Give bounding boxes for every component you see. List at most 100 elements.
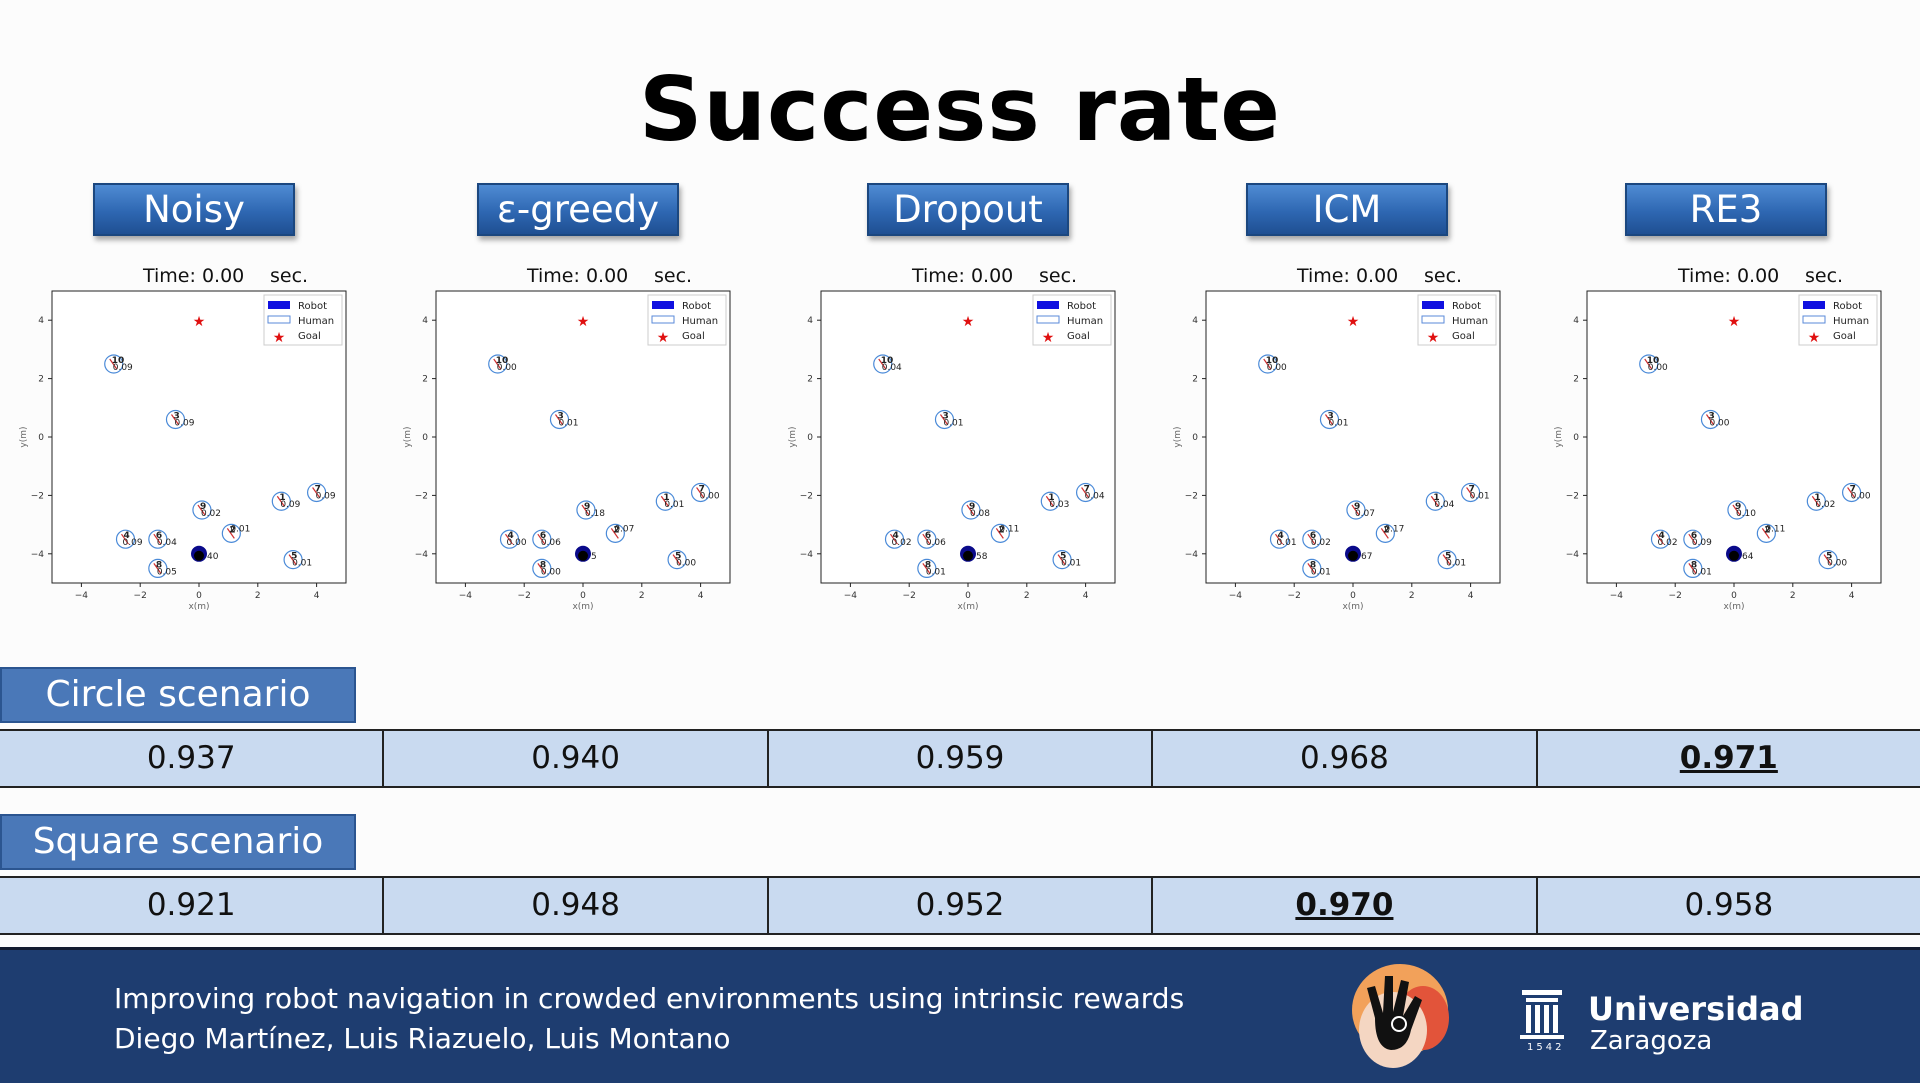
x-tick-label: −2 — [1288, 591, 1301, 601]
legend-label-1: Human — [1067, 316, 1103, 327]
y-tick-label: 0 — [1573, 433, 1579, 443]
human-id-label: 9 — [200, 502, 206, 512]
plot-egreedy: Time: 0.00 sec. −4 −2 0 2 4 4 2 0 −2 −4 x(m) y(m) ★ Rob… — [402, 265, 731, 615]
human-marker — [488, 354, 508, 374]
legend-goal-star-icon: ★ — [1042, 330, 1055, 346]
human-heading-line — [109, 358, 118, 370]
human-id-label: 4 — [1659, 531, 1665, 541]
human-heading-line — [170, 414, 179, 425]
human-value-label: 0.08 — [970, 509, 990, 519]
circle-value-dropout: 0.959 — [766, 731, 1152, 786]
human-marker — [934, 409, 955, 430]
human-marker — [1461, 482, 1481, 503]
human-heading-line — [1057, 554, 1066, 565]
human-id-label: 2 — [998, 525, 1004, 535]
human-value-label: 0.06 — [541, 538, 561, 548]
legend-goal-star-icon: ★ — [1808, 330, 1821, 346]
square-value-icm: 0.970 — [1151, 878, 1536, 933]
human-marker — [1818, 550, 1838, 570]
human-value-label: 0.11 — [1765, 524, 1785, 534]
human-heading-line — [1705, 414, 1714, 425]
human-id-label: 9 — [1354, 502, 1360, 512]
x-axis-label: x(m) — [957, 602, 978, 612]
human-marker — [576, 500, 596, 520]
human-id-label: 6 — [1691, 531, 1697, 541]
human-value-label: 0.01 — [664, 500, 684, 510]
human-value-label: 0.00 — [541, 567, 561, 577]
y-tick-label: −4 — [800, 550, 814, 560]
human-id-label: 2 — [613, 525, 619, 535]
robot-label: 64 — [1742, 552, 1754, 562]
human-heading-line — [922, 563, 931, 574]
legend-label-0: Robot — [298, 301, 327, 312]
x-tick-label: 4 — [1468, 591, 1474, 601]
human-id-label: 10 — [1266, 356, 1279, 366]
y-tick-label: −4 — [31, 550, 45, 560]
human-id-label: 9 — [1735, 502, 1741, 512]
human-id-label: 5 — [675, 552, 681, 562]
x-tick-label: 0 — [196, 591, 202, 601]
y-tick-label: 4 — [38, 316, 44, 326]
human-marker — [307, 482, 327, 503]
x-tick-label: 2 — [255, 591, 261, 601]
human-marker — [104, 354, 124, 374]
y-tick-label: −4 — [1566, 550, 1580, 560]
human-marker — [1269, 529, 1290, 549]
university-building-icon — [1520, 990, 1564, 1039]
y-tick-label: 0 — [1192, 433, 1198, 443]
plot-sec-text: sec. — [1424, 265, 1462, 287]
human-marker — [165, 409, 186, 430]
human-id-label: 3 — [557, 411, 563, 421]
paper-authors: Diego Martínez, Luis Riazuelo, Luis Mont… — [114, 1022, 731, 1055]
human-value-label: 0.02 — [1815, 500, 1835, 510]
human-marker — [221, 523, 241, 543]
human-heading-line — [939, 414, 948, 425]
x-tick-label: 4 — [1849, 591, 1855, 601]
plot-time-text: Time: 0.00 — [1677, 265, 1779, 287]
human-value-label: 0.00 — [700, 491, 720, 501]
y-tick-label: 4 — [422, 316, 428, 326]
human-id-label: 7 — [1084, 484, 1090, 494]
human-marker — [115, 529, 136, 549]
y-tick-label: 0 — [38, 433, 44, 443]
human-heading-line — [1045, 495, 1054, 507]
human-heading-line — [1847, 487, 1856, 498]
human-marker — [1052, 550, 1072, 570]
x-tick-label: −2 — [903, 591, 916, 601]
human-marker — [1437, 550, 1457, 570]
x-tick-label: 4 — [698, 591, 704, 601]
legend-human-swatch — [1802, 315, 1826, 324]
y-tick-label: −4 — [1185, 550, 1199, 560]
legend-label-2: Goal — [1452, 331, 1475, 342]
human-heading-line — [197, 504, 206, 516]
human-heading-line — [1307, 533, 1316, 545]
human-id-label: 4 — [893, 531, 899, 541]
human-value-label: 0.01 — [1692, 567, 1712, 577]
human-id-label: 7 — [315, 484, 321, 494]
human-id-label: 10 — [112, 356, 125, 366]
human-value-label: 0.02 — [1311, 538, 1331, 548]
human-id-label: 3 — [173, 411, 179, 421]
y-tick-label: 4 — [1192, 316, 1198, 326]
legend-human-swatch — [651, 315, 675, 324]
human-marker — [1806, 491, 1826, 511]
human-heading-line — [696, 487, 705, 498]
goal-star-icon: ★ — [962, 314, 975, 330]
x-tick-label: 2 — [1790, 591, 1796, 601]
method-label-re3: RE3 — [1625, 183, 1827, 236]
university-city: Zaragoza — [1590, 1026, 1713, 1056]
human-marker — [667, 550, 687, 570]
y-tick-label: −2 — [1566, 491, 1579, 501]
human-heading-line — [966, 504, 975, 516]
robot-label: 67 — [1361, 552, 1372, 562]
human-value-label: 0.01 — [1311, 567, 1331, 577]
human-value-label: 0.11 — [999, 524, 1019, 534]
y-tick-label: 2 — [422, 375, 428, 385]
human-heading-line — [1823, 554, 1832, 565]
y-tick-label: 4 — [1573, 316, 1579, 326]
human-heading-line — [1442, 554, 1451, 565]
human-value-label: 0.04 — [157, 538, 177, 548]
legend-label-2: Goal — [298, 331, 321, 342]
human-id-label: 5 — [1445, 552, 1451, 562]
human-value-label: 0.00 — [1709, 418, 1729, 428]
